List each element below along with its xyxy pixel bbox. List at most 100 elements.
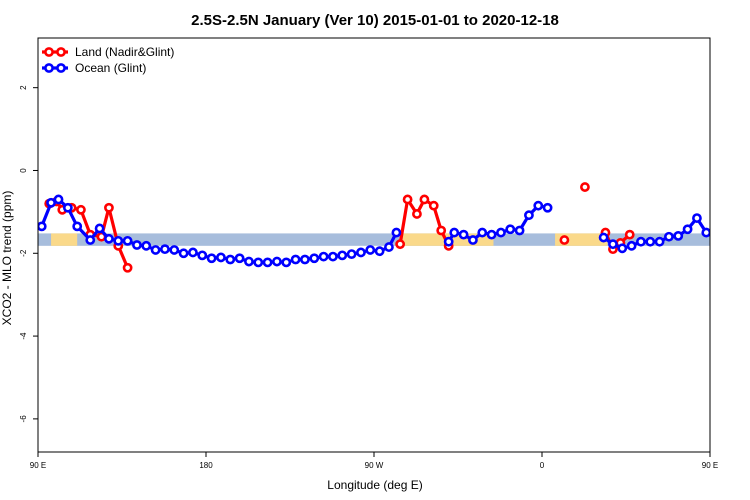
x-tick-label-2: 90 W: [365, 461, 384, 470]
series-1-point-51: [598, 232, 609, 243]
series-0-point-23: [716, 200, 723, 207]
x-tick-label-1: 180: [199, 461, 213, 470]
series-0: [44, 182, 750, 273]
series-1-point-3: [62, 202, 73, 213]
series-1-point-26: [281, 257, 292, 268]
series-1-point-48: [524, 210, 534, 221]
axis-layer: 90 E 180 90 W 0 90 E 2 0 -2 -4 -6: [19, 85, 718, 470]
series-1-point-34: [356, 247, 366, 258]
y-tick-label-1: 0: [19, 168, 28, 173]
x-tick-label-4: 90 E: [702, 461, 718, 470]
series-1-point-50: [542, 202, 553, 213]
series-1-point-10: [132, 240, 142, 250]
series-1-point-45: [496, 227, 506, 238]
legend: Land (Nadir&Glint) Ocean (Glint): [42, 45, 174, 75]
series-1-point-4: [72, 221, 83, 232]
series-0-point-22: [624, 229, 635, 240]
series-0-point-17: [559, 235, 570, 245]
legend-marker-0-b: [56, 47, 66, 57]
series-1-point-39: [443, 236, 454, 247]
series-1-point-13: [160, 244, 170, 255]
series-1-point-6: [94, 223, 105, 234]
series-1-point-60: [682, 224, 693, 235]
y-tick-label-0: 2: [19, 85, 28, 90]
series-1-point-19: [216, 252, 226, 263]
x-axis-label: Longitude (deg E): [327, 478, 422, 492]
series-1-point-57: [654, 236, 665, 247]
series-1-point-2: [53, 194, 64, 205]
series-1-point-40: [449, 227, 460, 238]
series-1-point-32: [337, 250, 348, 261]
series-0-point-26: [740, 204, 747, 211]
series-1-point-49: [533, 200, 544, 211]
y-axis-label: XCO2 - MLO trend (ppm): [0, 191, 14, 326]
series-1-point-0: [38, 221, 47, 232]
land-band-segment-0: [51, 233, 78, 246]
series-1-point-1: [46, 197, 56, 208]
legend-marker-1-b: [56, 63, 66, 73]
legend-marker-0-a: [44, 47, 54, 57]
series-1-point-33: [346, 249, 357, 260]
series-layer: [38, 182, 750, 273]
series-0-point-9: [122, 262, 133, 273]
series-1-point-24: [262, 257, 273, 268]
y-tick-label-2: -2: [19, 249, 28, 257]
chart-title: 2.5S-2.5N January (Ver 10) 2015-01-01 to…: [191, 12, 559, 29]
series-0-point-24: [723, 198, 730, 205]
series-0-point-14: [428, 200, 439, 211]
series-1-point-36: [374, 246, 385, 257]
series-0-point-25: [731, 206, 738, 213]
series-1-point-43: [477, 227, 488, 238]
series-1-point-29: [309, 253, 320, 264]
land-band-segment-3: [725, 233, 750, 245]
series-0-point-4: [76, 204, 86, 215]
series-1-point-18: [206, 253, 217, 264]
series-1-point-63: [712, 225, 719, 232]
series-1-point-64: [719, 200, 726, 207]
series-1-point-21: [234, 253, 245, 264]
series-1-point-35: [365, 245, 376, 255]
series-0-point-13: [419, 194, 430, 205]
series-1-point-11: [141, 240, 152, 251]
series-1-point-9: [122, 235, 133, 246]
series-1-point-56: [645, 236, 656, 247]
series-1-point-30: [318, 251, 329, 262]
series-1-point-44: [486, 229, 497, 240]
series-1-point-53: [617, 243, 628, 254]
series-0-line-5: [719, 202, 750, 268]
series-1-point-22: [244, 256, 254, 267]
x-tick-label-3: 0: [540, 461, 545, 470]
y-tick-label-4: -6: [19, 415, 28, 423]
legend-label-1: Ocean (Glint): [75, 61, 146, 75]
series-1-point-61: [692, 213, 702, 223]
series-1-point-38: [391, 227, 402, 238]
series-1-point-54: [626, 240, 637, 251]
series-1-point-62: [701, 227, 710, 238]
series-1-point-46: [505, 224, 516, 235]
series-1-point-23: [253, 257, 264, 268]
series-1-point-41: [458, 229, 469, 240]
series-1-point-47: [514, 225, 525, 236]
series-0-point-11: [402, 194, 413, 205]
series-1-point-66: [738, 204, 745, 211]
legend-label-0: Land (Nadir&Glint): [75, 45, 174, 59]
series-1-point-31: [328, 251, 338, 262]
series-1-point-8: [113, 235, 124, 246]
series-0-point-12: [412, 209, 422, 219]
series-0-line-0: [48, 199, 130, 269]
x-tick-label-0: 90 E: [30, 461, 46, 470]
series-1-point-12: [150, 245, 161, 255]
series-0-point-10: [395, 239, 406, 250]
series-1-point-15: [178, 248, 189, 259]
series-1-point-17: [197, 250, 208, 261]
series-1-point-42: [468, 235, 478, 245]
series-1: [38, 194, 745, 268]
series-0-point-15: [436, 225, 447, 236]
series-1-point-16: [188, 247, 198, 258]
series-1-point-59: [673, 230, 684, 241]
series-1-point-14: [169, 245, 180, 255]
series-1-point-58: [664, 231, 674, 242]
series-1-point-65: [729, 197, 736, 204]
